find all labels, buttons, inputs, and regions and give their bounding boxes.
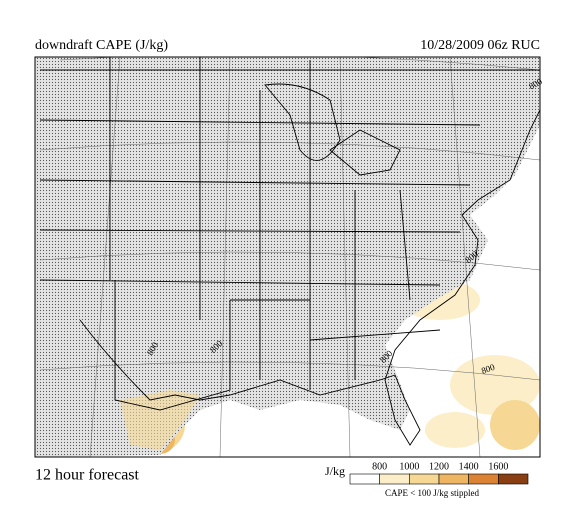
legend-swatch xyxy=(379,473,410,485)
legend-level: 1200 xyxy=(429,461,449,472)
legend-level: 800 xyxy=(372,461,387,472)
legend-swatch xyxy=(498,473,529,485)
legend-swatch xyxy=(468,473,499,485)
legend: 800 1000 1200 1400 1600 xyxy=(349,461,529,485)
forecast-label: 12 hour forecast xyxy=(35,467,140,484)
legend-unit: J/kg xyxy=(325,464,345,478)
contour-label: 800 xyxy=(480,362,497,376)
cape-area xyxy=(450,355,540,415)
legend-swatch xyxy=(409,473,440,485)
legend-note: CAPE < 100 J/kg stippled xyxy=(385,488,480,498)
legend-level: 1400 xyxy=(459,461,479,472)
stippled-area xyxy=(35,57,540,457)
cape-area xyxy=(490,400,540,450)
map-date: 10/28/2009 06z RUC xyxy=(420,38,540,53)
cape-area xyxy=(425,412,485,448)
legend-level: 1000 xyxy=(399,461,419,472)
map-title: downdraft CAPE (J/kg) xyxy=(35,38,168,53)
map-area xyxy=(35,57,540,457)
legend-level: 1600 xyxy=(488,461,508,472)
legend-swatch xyxy=(438,473,469,485)
legend-swatch xyxy=(349,473,380,485)
